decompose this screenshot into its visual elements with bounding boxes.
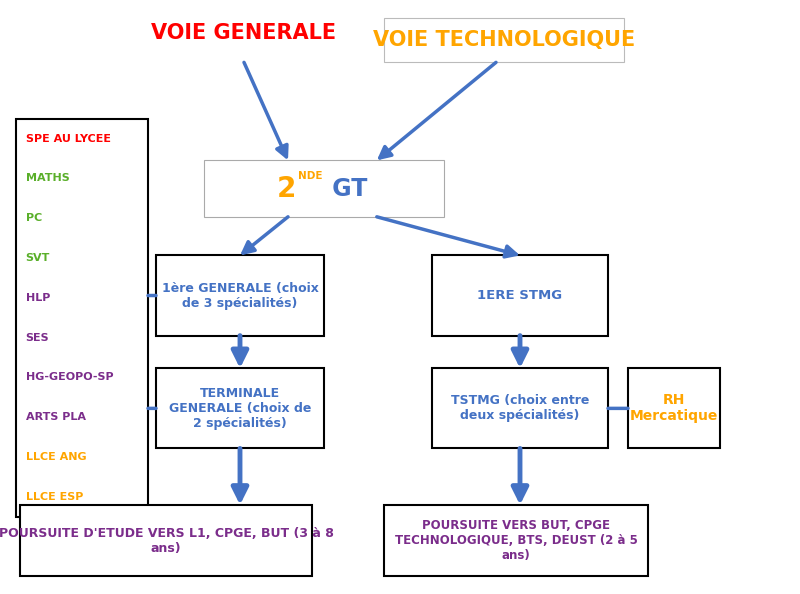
Text: MATHS: MATHS — [26, 173, 70, 184]
Text: ARTS PLA: ARTS PLA — [26, 412, 86, 422]
Text: VOIE GENERALE: VOIE GENERALE — [151, 23, 337, 43]
Text: GT: GT — [324, 176, 367, 201]
Text: LLCE ESP: LLCE ESP — [26, 492, 83, 502]
FancyBboxPatch shape — [432, 368, 608, 448]
FancyBboxPatch shape — [432, 255, 608, 336]
Text: LLCE ANG: LLCE ANG — [26, 452, 86, 462]
Text: POURSUITE D'ETUDE VERS L1, CPGE, BUT (3 à 8
ans): POURSUITE D'ETUDE VERS L1, CPGE, BUT (3 … — [0, 526, 334, 555]
Text: POURSUITE VERS BUT, CPGE
TECHNOLOGIQUE, BTS, DEUST (2 à 5
ans): POURSUITE VERS BUT, CPGE TECHNOLOGIQUE, … — [394, 519, 638, 562]
Text: TERMINALE
GENERALE (choix de
2 spécialités): TERMINALE GENERALE (choix de 2 spécialit… — [169, 387, 311, 430]
FancyBboxPatch shape — [156, 368, 324, 448]
FancyBboxPatch shape — [16, 119, 148, 517]
FancyBboxPatch shape — [204, 160, 444, 217]
Text: TSTMG (choix entre
deux spécialités): TSTMG (choix entre deux spécialités) — [451, 394, 589, 422]
Text: NDE: NDE — [298, 170, 322, 181]
Text: HLP: HLP — [26, 293, 50, 303]
Text: 1ERE STMG: 1ERE STMG — [478, 289, 562, 302]
Text: SPE AU LYCEE: SPE AU LYCEE — [26, 134, 110, 144]
Text: SVT: SVT — [26, 253, 50, 263]
Text: SES: SES — [26, 333, 50, 343]
Text: HG-GEOPO-SP: HG-GEOPO-SP — [26, 372, 114, 383]
FancyBboxPatch shape — [20, 505, 312, 576]
Text: RH
Mercatique: RH Mercatique — [630, 393, 718, 424]
FancyBboxPatch shape — [628, 368, 720, 448]
FancyBboxPatch shape — [384, 505, 648, 576]
Text: VOIE TECHNOLOGIQUE: VOIE TECHNOLOGIQUE — [373, 30, 635, 50]
Text: 1ère GENERALE (choix
de 3 spécialités): 1ère GENERALE (choix de 3 spécialités) — [162, 282, 318, 309]
FancyBboxPatch shape — [156, 255, 324, 336]
Text: PC: PC — [26, 213, 42, 223]
Text: 2: 2 — [277, 175, 296, 203]
FancyBboxPatch shape — [384, 18, 624, 62]
